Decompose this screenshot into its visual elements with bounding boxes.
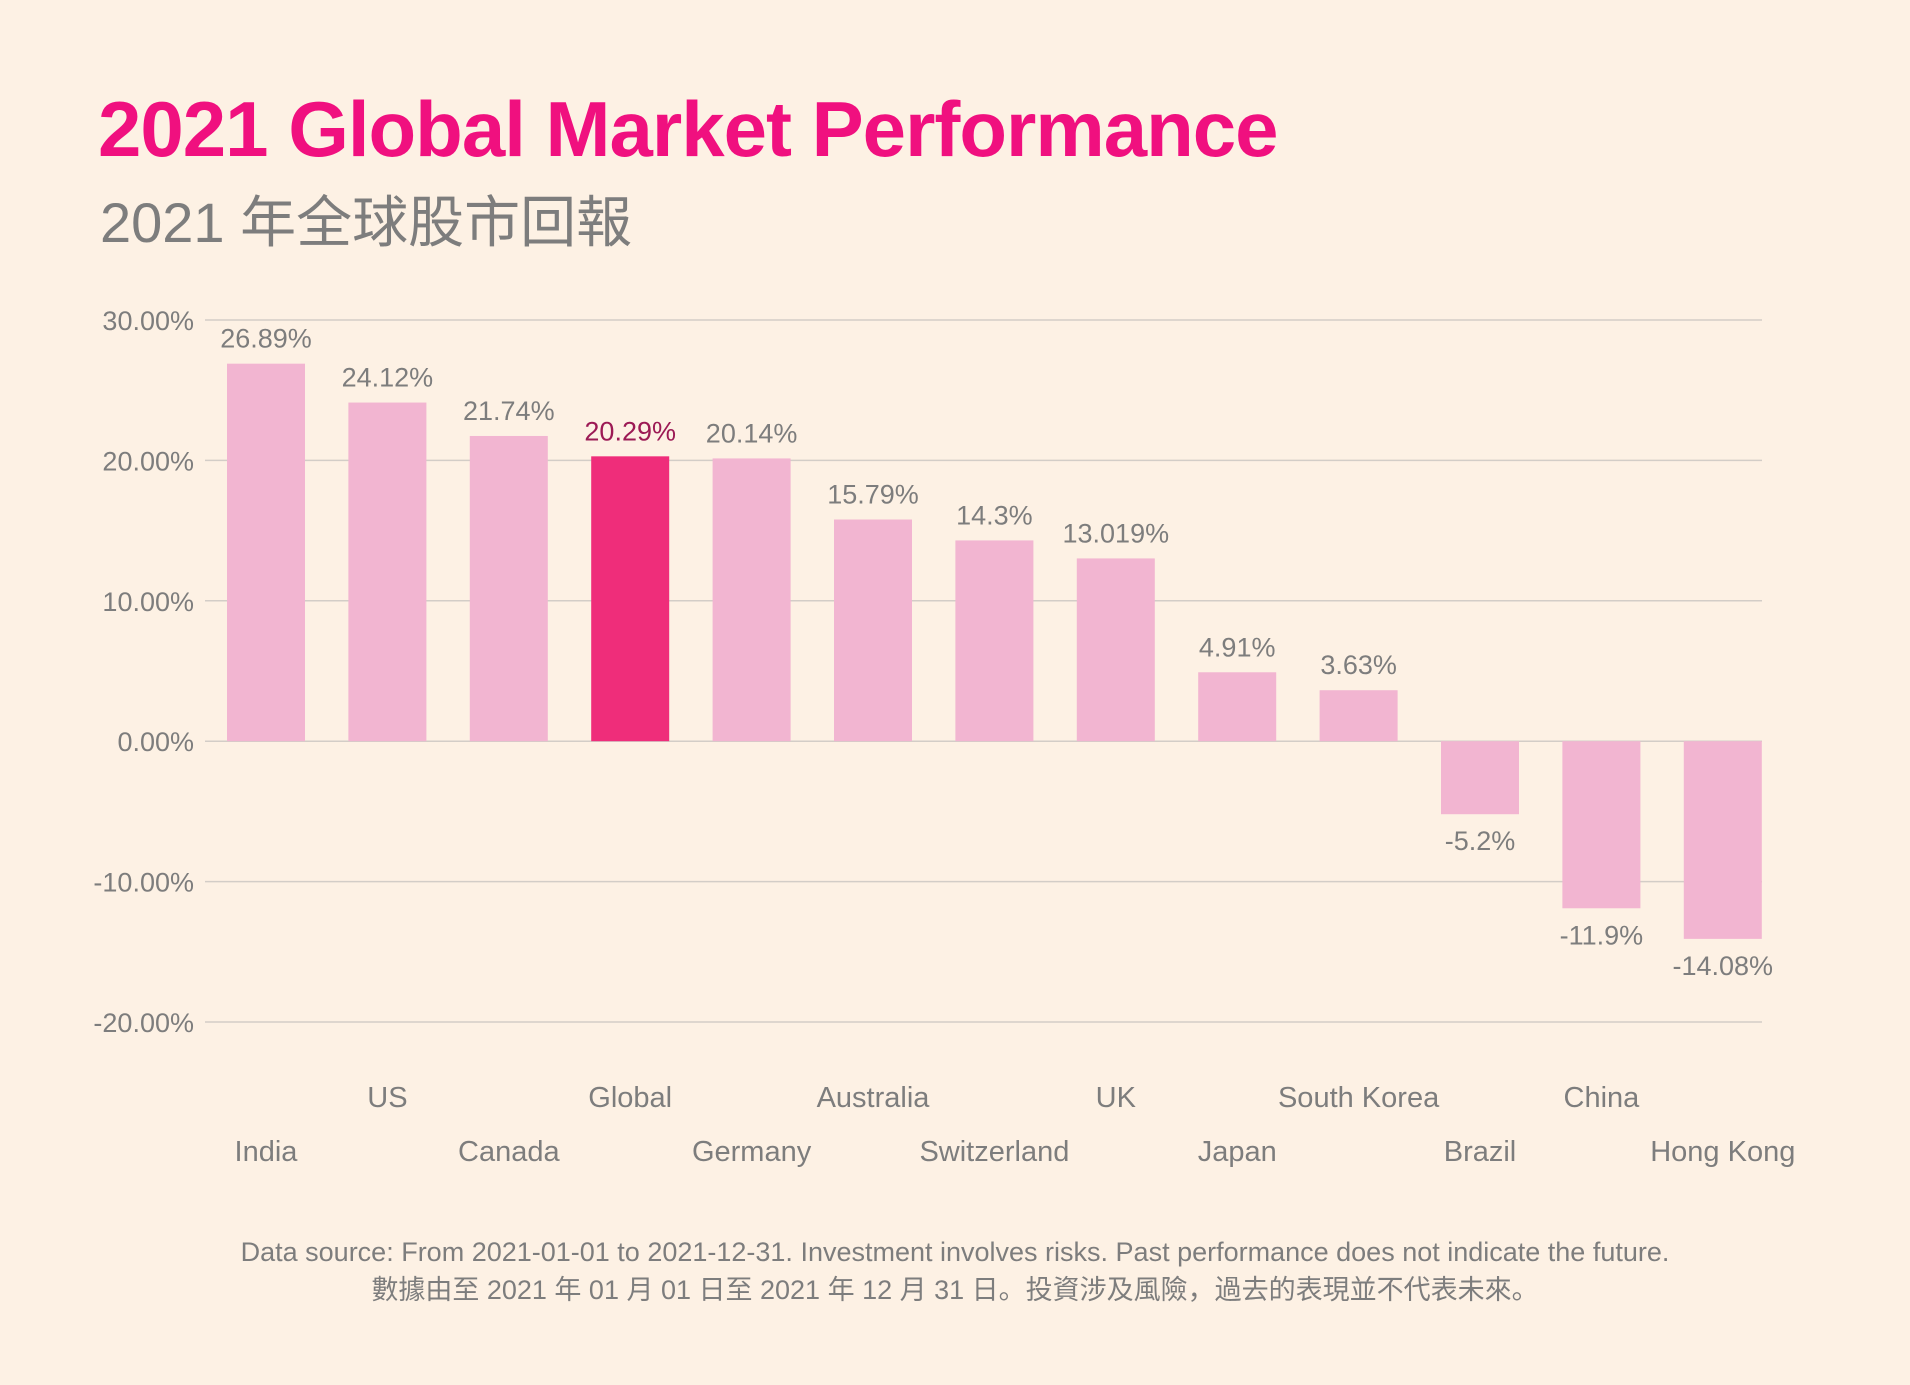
data-label: 15.79% xyxy=(827,480,919,510)
bar xyxy=(1319,690,1398,742)
chart-title: 2021 Global Market Performance xyxy=(98,85,1279,173)
data-label: 14.3% xyxy=(956,500,1033,530)
data-label: -11.9% xyxy=(1560,920,1644,950)
x-tick-label: Australia xyxy=(817,1082,931,1114)
data-label: 21.74% xyxy=(463,396,555,426)
data-label: 24.12% xyxy=(342,363,434,393)
x-tick-label: Japan xyxy=(1198,1136,1277,1168)
y-tick-label: 10.00% xyxy=(102,587,194,617)
footer-source-en: Data source: From 2021-01-01 to 2021-12-… xyxy=(240,1237,1670,1267)
data-label: 3.63% xyxy=(1320,650,1397,680)
bar xyxy=(227,363,305,742)
data-label: 4.91% xyxy=(1199,632,1276,662)
bar xyxy=(955,540,1034,742)
y-tick-label: 30.00% xyxy=(102,306,194,336)
bar xyxy=(712,458,791,742)
bar xyxy=(1562,741,1641,909)
footer-source-zh: 數據由至 2021 年 01 月 01 日至 2021 年 12 月 31 日。… xyxy=(371,1275,1539,1305)
bar xyxy=(834,519,912,742)
y-tick-label: -20.00% xyxy=(93,1008,194,1038)
x-tick-label: Hong Kong xyxy=(1650,1136,1795,1168)
x-tick-label: Canada xyxy=(458,1136,560,1168)
data-label: 20.14% xyxy=(706,418,798,448)
x-tick-label: Germany xyxy=(692,1136,812,1168)
x-tick-label: South Korea xyxy=(1278,1082,1440,1114)
x-tick-label: India xyxy=(235,1136,299,1168)
x-tick-label: Brazil xyxy=(1444,1136,1517,1168)
bar xyxy=(591,456,670,742)
bar xyxy=(348,402,427,742)
y-tick-label: 0.00% xyxy=(117,727,194,757)
data-label: -5.2% xyxy=(1445,826,1516,856)
bar xyxy=(1441,741,1519,815)
x-tick-label: China xyxy=(1564,1082,1641,1114)
y-tick-label: -10.00% xyxy=(93,868,194,898)
x-tick-label: UK xyxy=(1096,1082,1137,1114)
bar xyxy=(1683,741,1762,939)
data-label: 13.019% xyxy=(1063,518,1170,548)
x-tick-label: Switzerland xyxy=(919,1136,1069,1168)
chart-subtitle: 2021 年全球股市回報 xyxy=(100,191,633,254)
data-label: 26.89% xyxy=(220,324,312,354)
data-label: 20.29% xyxy=(584,416,676,446)
y-tick-label: 20.00% xyxy=(102,446,194,476)
bar xyxy=(1198,672,1277,742)
x-tick-label: Global xyxy=(588,1082,672,1114)
bar xyxy=(469,435,548,742)
data-label: -14.08% xyxy=(1673,951,1774,981)
x-tick-label: US xyxy=(367,1082,407,1114)
bar xyxy=(1076,558,1155,742)
